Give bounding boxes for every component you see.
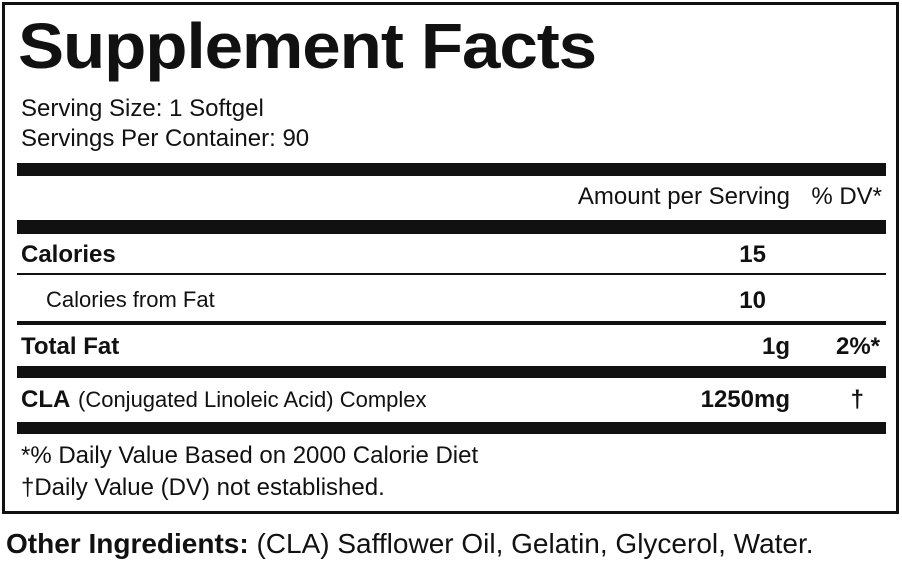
row-detail: (Conjugated Linoleic Acid) Complex (78, 387, 427, 412)
divider (17, 422, 886, 434)
other-ingredients-text: (CLA) Safflower Oil, Gelatin, Glycerol, … (256, 528, 814, 559)
row-amount: 1250mg (700, 386, 790, 413)
divider (17, 273, 886, 275)
facts-box (2, 2, 899, 514)
divider (17, 220, 886, 234)
divider (17, 321, 886, 325)
row-amount: 10 (739, 287, 766, 314)
amount-header: Amount per Serving (577, 183, 790, 210)
divider (17, 366, 886, 378)
row-name: CLA (21, 386, 71, 413)
row-name: Total Fat (21, 333, 120, 360)
title: Supplement Facts (18, 10, 597, 82)
row-name: Calories (21, 241, 116, 268)
footnote: *% Daily Value Based on 2000 Calorie Die… (21, 442, 479, 469)
servings-per-container: Servings Per Container: 90 (21, 125, 310, 152)
row-dv: 2%* (835, 333, 880, 360)
row-dv: † (850, 386, 864, 413)
row-amount: 15 (739, 241, 766, 268)
row-amount: 1g (761, 333, 790, 360)
other-ingredients: Other Ingredients: (CLA) Safflower Oil, … (6, 530, 814, 558)
serving-size: Serving Size: 1 Softgel (21, 95, 264, 122)
footnote: †Daily Value (DV) not established. (21, 474, 385, 501)
divider (17, 163, 886, 176)
dv-header: % DV* (811, 183, 882, 210)
other-ingredients-label: Other Ingredients: (6, 528, 249, 559)
row-name: Calories from Fat (46, 287, 215, 312)
